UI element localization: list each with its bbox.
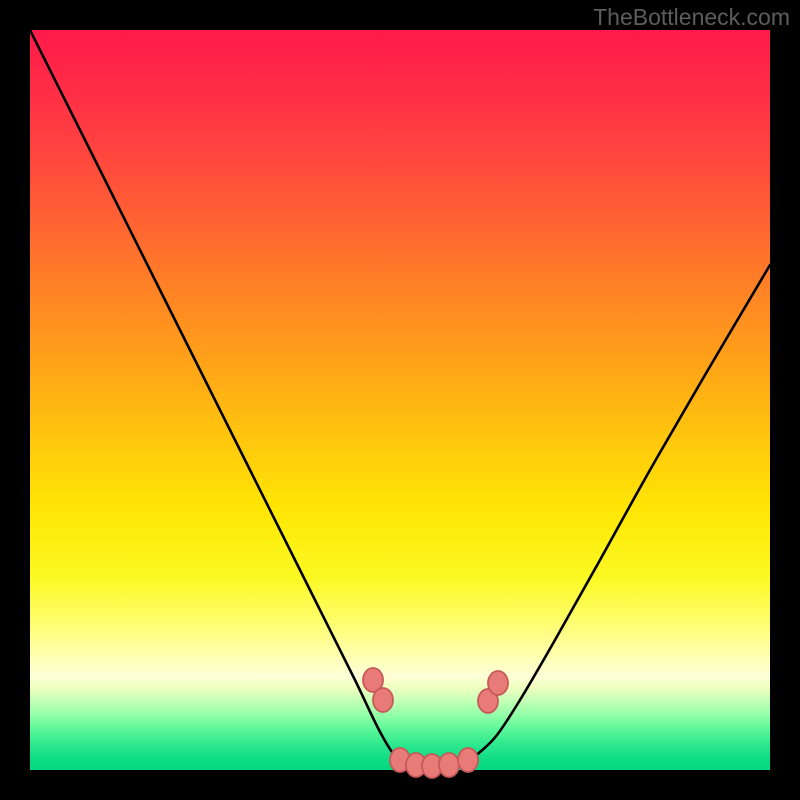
curve-marker: [373, 688, 393, 712]
chart-svg: [0, 0, 800, 800]
curve-marker: [458, 748, 478, 772]
watermark-text: TheBottleneck.com: [593, 4, 790, 31]
gradient-rect: [30, 30, 770, 770]
curve-marker: [488, 671, 508, 695]
curve-marker: [439, 753, 459, 777]
